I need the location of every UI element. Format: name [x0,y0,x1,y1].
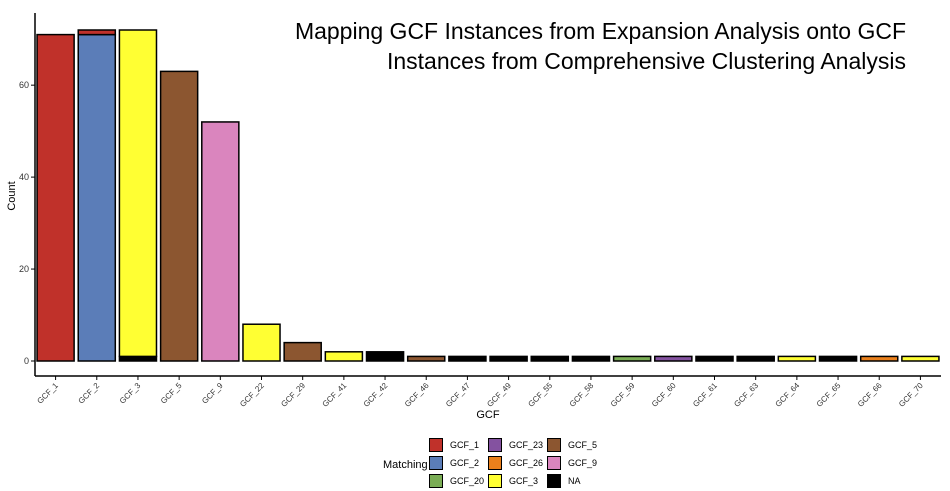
plot-bars [36,29,940,362]
x-tick-label: GCF_66 [856,381,884,409]
legend-swatch [429,474,443,488]
y-axis-label: Count [6,181,18,210]
x-tick-label: GCF_64 [774,381,802,409]
x-tick-label: GCF_41 [321,381,349,409]
chart-title-line-1: Mapping GCF Instances from Expansion Ana… [294,18,906,44]
bar-segment-gcf-2-gcf-2 [77,33,117,362]
bar-segment-gcf-63-na [736,355,775,362]
x-tick-label: GCF_58 [568,381,596,409]
bar-segment-gcf-3-gcf-3 [118,29,158,358]
chart-title-line-2: Instances from Comprehensive Clustering … [386,48,906,74]
bar-segment-gcf-47-na [448,355,487,362]
legend-swatch [547,474,561,488]
legend-swatch [488,438,502,452]
x-tick-label: GCF_65 [815,381,843,409]
x-tick-label: GCF_63 [732,381,760,409]
legend-label: GCF_3 [509,476,539,486]
legend-swatch [429,456,443,470]
bar-segment-gcf-29-gcf-5 [283,341,322,362]
x-tick-label: GCF_46 [403,381,431,409]
bar-segment-gcf-66-gcf-26 [859,355,899,362]
chart-title: Mapping GCF Instances from Expansion Ana… [295,16,906,76]
bar-segment-gcf-22-gcf-3 [242,323,281,362]
y-tick-label: 40 [19,172,29,182]
x-tick-label: GCF_29 [279,381,307,409]
y-tick-label: 20 [19,264,29,274]
legend-swatch [547,438,561,452]
bar-segment-gcf-5-gcf-5 [159,70,199,362]
legend-swatch [547,456,561,470]
legend-label: GCF_9 [568,458,598,468]
legend-swatch [488,456,502,470]
bar-segment-gcf-58-na [571,355,611,362]
x-tick-label: GCF_42 [362,381,390,409]
bar-segment-gcf-65-na [818,355,858,362]
legend-label: NA [568,476,581,486]
y-tick-label: 60 [19,80,29,90]
x-axis-label: GCF [476,409,500,421]
x-tick-label: GCF_49 [485,381,513,409]
bar-segment-gcf-59-gcf-20 [612,355,652,362]
bar-segment-gcf-42-na [365,351,405,362]
x-tick-label: GCF_47 [444,381,472,409]
legend-label: GCF_2 [450,458,480,468]
bar-segment-gcf-41-gcf-3 [324,351,364,362]
bar-segment-gcf-9-gcf-9 [201,121,240,362]
x-tick-label: GCF_1 [35,381,60,406]
x-tick-label: GCF_59 [609,381,637,409]
plot-axes [34,13,941,377]
legend-label: GCF_23 [509,440,544,450]
x-tick-label: GCF_9 [200,381,225,406]
bar-segment-gcf-46-gcf-5 [406,355,446,362]
bar-segment-gcf-49-na [489,355,528,362]
bar-segment-gcf-2-gcf-1 [77,29,117,36]
bar-segment-gcf-55-na [530,355,570,362]
legend-title: Matching [383,459,428,471]
legend-label: GCF_1 [450,440,480,450]
x-tick-label: GCF_55 [526,381,554,409]
legend-swatch [488,474,502,488]
x-tick-label: GCF_70 [897,381,925,409]
y-tick-label: 0 [24,356,29,366]
x-tick-label: GCF_61 [691,381,719,409]
bar-segment-gcf-1-gcf-1 [36,33,75,362]
legend-swatch [429,438,443,452]
bar-segment-gcf-60-gcf-23 [654,355,693,362]
x-tick-label: GCF_2 [77,381,102,406]
legend-label: GCF_20 [450,476,485,486]
legend-label: GCF_26 [509,458,544,468]
x-tick-label: GCF_60 [650,381,678,409]
x-tick-label: GCF_3 [118,381,143,406]
bar-segment-gcf-61-na [695,355,734,362]
bar-segment-gcf-64-gcf-3 [777,355,817,362]
bar-segment-gcf-70-gcf-3 [901,355,940,362]
x-tick-label: GCF_5 [159,381,184,406]
x-tick-label: GCF_22 [238,381,266,409]
legend-label: GCF_5 [568,440,598,450]
